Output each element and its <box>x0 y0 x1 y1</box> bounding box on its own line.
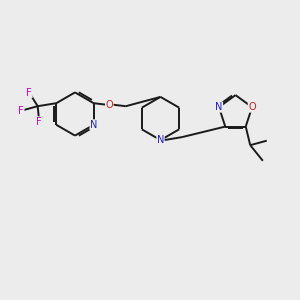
Text: N: N <box>215 102 223 112</box>
Text: F: F <box>36 117 42 127</box>
Text: N: N <box>90 120 98 130</box>
Text: F: F <box>18 106 24 116</box>
Text: O: O <box>106 100 113 110</box>
Text: O: O <box>248 102 256 112</box>
Text: N: N <box>157 135 164 145</box>
Text: F: F <box>26 88 32 98</box>
